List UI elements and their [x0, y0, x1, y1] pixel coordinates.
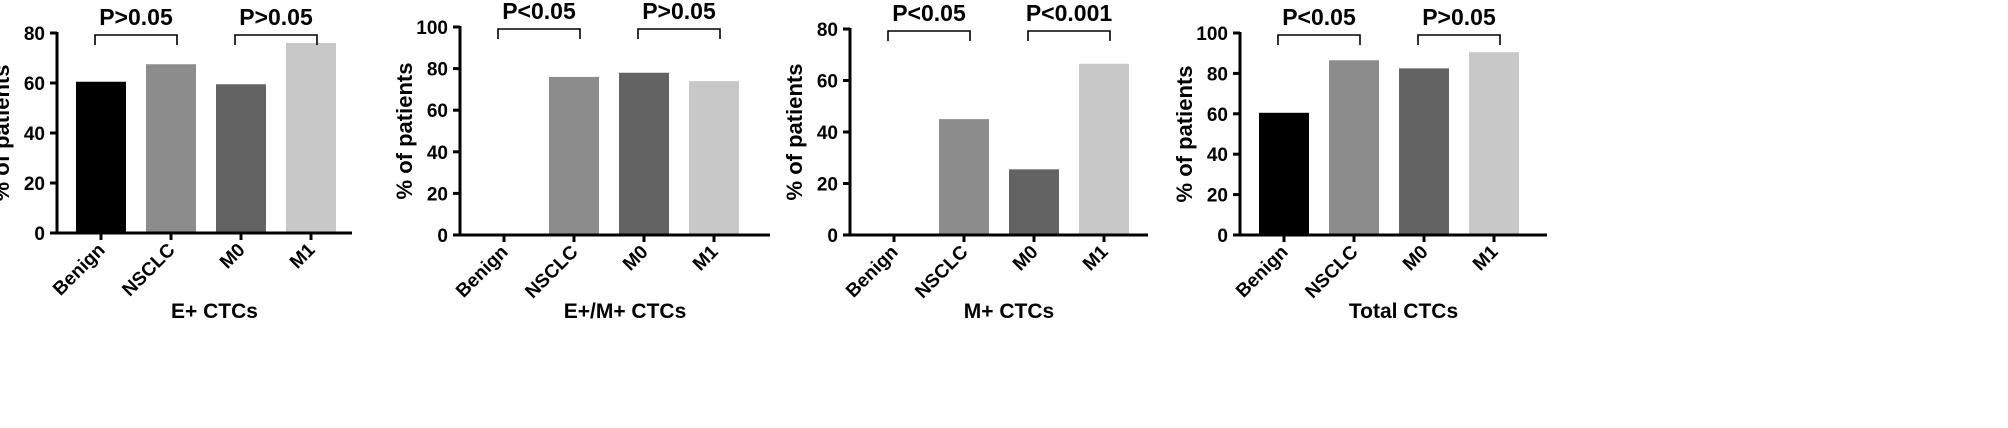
- bar-m0: [216, 84, 266, 233]
- y-tick-label: 20: [427, 184, 448, 205]
- y-tick-label: 20: [817, 175, 838, 196]
- p-value-label: P>0.05: [642, 0, 716, 24]
- x-tick-label: M0: [1009, 242, 1043, 276]
- significance-bracket: [234, 34, 318, 45]
- p-value-label: P<0.05: [892, 0, 966, 26]
- bar-benign: [1259, 112, 1309, 235]
- p-value-label: P>0.05: [99, 4, 173, 30]
- significance-bracket: [94, 34, 178, 45]
- y-tick-label: 40: [427, 143, 448, 164]
- x-tick-label: M1: [1469, 241, 1503, 275]
- bar-nsclc: [549, 76, 599, 235]
- bar-nsclc: [1329, 60, 1379, 235]
- bar-m1: [286, 43, 336, 233]
- x-tick-label: NSCLC: [118, 239, 179, 300]
- x-tick-label: Benign: [1232, 242, 1292, 302]
- y-tick-label: 0: [437, 226, 448, 247]
- x-tick-label: Benign: [452, 242, 512, 302]
- significance-bracket: [1417, 34, 1501, 45]
- x-tick-label: M0: [216, 240, 250, 274]
- bar-m1: [689, 81, 739, 235]
- y-tick-label: 20: [24, 174, 45, 195]
- significance-bracket: [497, 28, 581, 39]
- p-value-label: P>0.05: [239, 4, 313, 30]
- bar-m1: [1079, 63, 1129, 236]
- chart-panel-3: 0 20 40 60 80 Benign NSCLC M0 M1 % of patients M+ …: [782, 0, 1148, 323]
- x-tick-label: NSCLC: [911, 241, 972, 302]
- significance-bracket: [637, 28, 721, 39]
- x-tick-label: M1: [1079, 241, 1113, 275]
- significance-bracket: [887, 30, 971, 41]
- x-axis-label: E+/M+ CTCs: [564, 300, 687, 323]
- bar-m0: [1399, 68, 1449, 235]
- x-axis-label: Total CTCs: [1349, 300, 1458, 323]
- bar-m0: [1009, 169, 1059, 235]
- x-tick-label: M1: [286, 239, 320, 273]
- y-axis-label: % of patients: [0, 65, 14, 202]
- bar-m1: [1469, 52, 1519, 235]
- y-tick-label: 60: [1207, 105, 1228, 126]
- x-axis-label: M+ CTCs: [964, 300, 1054, 323]
- y-tick-label: 40: [1207, 145, 1228, 166]
- x-tick-label: Benign: [842, 242, 902, 302]
- y-tick-label: 20: [1207, 186, 1228, 207]
- p-value-label: P<0.05: [502, 0, 576, 24]
- x-tick-label: NSCLC: [521, 241, 582, 302]
- significance-bracket: [1027, 30, 1111, 41]
- bar-nsclc: [939, 119, 989, 235]
- x-tick-label: NSCLC: [1301, 241, 1362, 302]
- y-tick-label: 80: [24, 24, 45, 45]
- y-tick-label: 60: [427, 101, 448, 122]
- bar-benign: [76, 81, 126, 233]
- y-tick-label: 40: [24, 124, 45, 145]
- chart-panel-2: 0 20 40 60 80 100 Benign NSCLC M0 M1 % of patients…: [392, 0, 770, 323]
- y-tick-label: 80: [817, 20, 838, 41]
- x-tick-label: M0: [619, 242, 653, 276]
- bar-m0: [619, 72, 669, 235]
- y-tick-label: 100: [416, 18, 448, 39]
- y-tick-label: 80: [427, 60, 448, 81]
- y-axis-label: % of patients: [392, 63, 417, 200]
- p-value-label: P>0.05: [1422, 4, 1496, 30]
- y-axis-label: % of patients: [782, 64, 807, 201]
- p-value-label: P<0.001: [1026, 0, 1113, 26]
- y-tick-label: 80: [1207, 64, 1228, 85]
- y-tick-label: 40: [817, 123, 838, 144]
- y-tick-label: 100: [1196, 24, 1228, 45]
- x-tick-label: M1: [689, 241, 723, 275]
- bar-nsclc: [146, 64, 196, 233]
- p-value-label: P<0.05: [1282, 4, 1356, 30]
- y-tick-label: 0: [34, 224, 45, 245]
- y-tick-label: 0: [1217, 226, 1228, 247]
- x-axis-label: E+ CTCs: [171, 300, 258, 323]
- x-tick-label: M0: [1399, 242, 1433, 276]
- y-tick-label: 60: [24, 74, 45, 95]
- y-tick-label: 0: [827, 226, 838, 247]
- significance-bracket: [1277, 34, 1361, 45]
- y-tick-label: 60: [817, 72, 838, 93]
- y-axis-label: % of patients: [1172, 66, 1197, 203]
- chart-panel-4: 0 20 40 60 80 100 Benign NSCLC M0 M1 % of patients…: [1172, 4, 1547, 323]
- x-tick-label: Benign: [49, 240, 109, 300]
